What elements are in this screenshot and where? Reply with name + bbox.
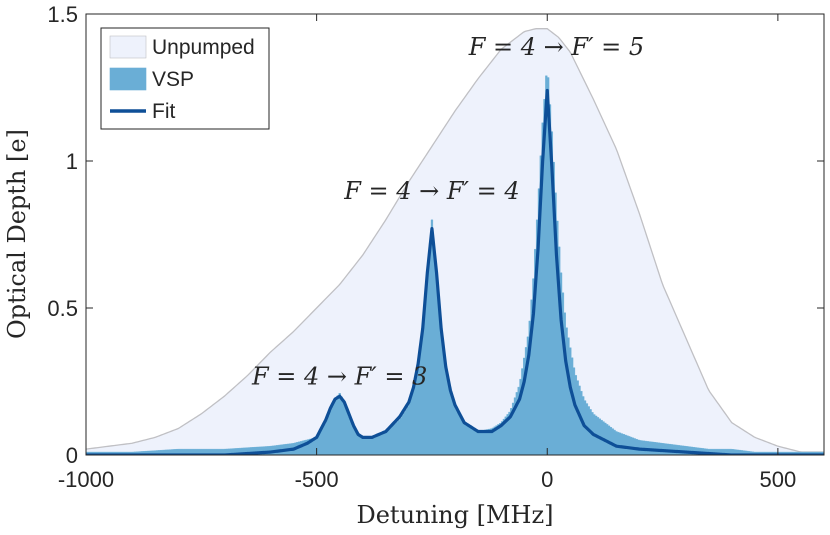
transition-annotation-5: F = 4 → F′ = 5 xyxy=(468,33,644,61)
legend-label-vsp: VSP xyxy=(152,68,194,91)
y-tick-label: 1 xyxy=(66,149,78,174)
y-tick-label: 0.5 xyxy=(47,296,78,321)
x-tick-label: -1000 xyxy=(58,467,114,492)
legend-swatch-unpumped xyxy=(109,35,147,59)
transition-annotations: F = 4 → F′ = 3 F = 4 → F′ = 4 F = 4 → F′ =… xyxy=(251,33,644,390)
x-tick-label: -500 xyxy=(295,467,339,492)
fit-line xyxy=(86,88,824,455)
y-tick-label: 0 xyxy=(66,443,78,468)
transition-annotation-3: F = 4 → F′ = 3 xyxy=(251,362,427,390)
legend-label-unpumped: Unpumped xyxy=(152,36,255,59)
transition-annotation-4: F = 4 → F′ = 4 xyxy=(343,177,519,205)
legend-label-fit: Fit xyxy=(152,100,175,123)
unpumped-area xyxy=(86,28,824,455)
tick-labels: -1000 -500 0 500 0 0.5 1 1.5 xyxy=(47,2,824,492)
plot-area xyxy=(86,28,824,455)
x-axis-label: Detuning [MHz] xyxy=(356,501,553,529)
legend: Unpumped VSP Fit xyxy=(100,27,270,130)
x-tick-label: 0 xyxy=(541,467,553,492)
axes-box xyxy=(85,13,825,456)
axes xyxy=(85,13,825,456)
x-tick-label: 500 xyxy=(760,467,797,492)
y-axis-label: Optical Depth [e] xyxy=(3,129,31,339)
unpumped-edge xyxy=(86,28,824,453)
y-tick-label: 1.5 xyxy=(47,2,78,27)
legend-swatch-vsp xyxy=(109,67,147,91)
